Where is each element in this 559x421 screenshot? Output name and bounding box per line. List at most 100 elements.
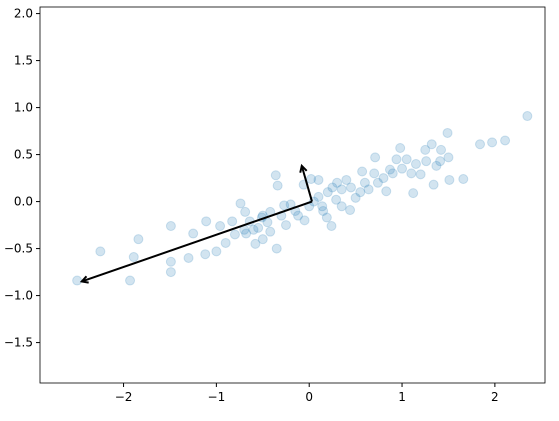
point <box>378 173 389 184</box>
point <box>200 249 211 260</box>
point <box>240 206 251 217</box>
point <box>227 216 238 227</box>
point <box>372 177 383 188</box>
point <box>442 127 453 138</box>
point <box>458 174 469 185</box>
point <box>401 154 412 165</box>
point <box>215 221 226 232</box>
point <box>359 177 370 188</box>
point <box>241 228 252 239</box>
point <box>363 184 374 195</box>
point <box>406 168 417 179</box>
y-tick-label: −0.5 <box>4 242 33 256</box>
plot-frame <box>39 6 546 384</box>
point <box>272 180 283 191</box>
point <box>336 184 347 195</box>
arrow <box>299 163 313 202</box>
point <box>229 229 240 240</box>
point <box>313 191 324 202</box>
point <box>436 144 447 155</box>
y-tick-label: 1.0 <box>14 101 33 115</box>
arrow <box>79 200 313 284</box>
point <box>327 182 338 193</box>
point <box>369 168 380 179</box>
y-tick-label: 0.0 <box>14 195 33 209</box>
point <box>487 137 498 148</box>
point <box>391 154 402 165</box>
point <box>299 215 310 226</box>
point <box>133 234 144 245</box>
point <box>420 144 431 155</box>
point <box>318 205 329 216</box>
arrow-shaft <box>300 165 313 202</box>
point <box>188 228 199 239</box>
point <box>332 177 343 188</box>
point <box>345 182 356 193</box>
point <box>317 201 328 212</box>
point <box>257 234 268 245</box>
x-tick-label: −1 <box>208 390 226 404</box>
point <box>270 170 281 181</box>
point <box>443 152 454 163</box>
point <box>431 160 442 171</box>
point <box>341 174 352 185</box>
point <box>271 243 282 254</box>
x-tick-label: −2 <box>115 390 133 404</box>
arrow-head <box>79 275 89 284</box>
point <box>248 224 259 235</box>
point <box>345 205 356 216</box>
point <box>428 179 439 190</box>
point <box>165 267 176 278</box>
y-tick-label: 2.0 <box>14 7 33 21</box>
arrow-head <box>299 163 308 173</box>
point <box>331 194 342 205</box>
point <box>165 256 176 267</box>
point <box>322 187 333 198</box>
point <box>395 143 406 153</box>
point <box>387 168 398 179</box>
point <box>370 152 381 163</box>
point <box>522 111 533 122</box>
point <box>350 192 361 203</box>
y-tick-label: −1.0 <box>4 289 33 303</box>
point <box>426 139 437 150</box>
point <box>313 174 324 185</box>
point <box>357 166 368 177</box>
point <box>321 212 332 223</box>
point <box>220 237 231 248</box>
point <box>265 226 276 237</box>
point <box>253 222 264 233</box>
point <box>281 220 292 231</box>
point <box>500 135 511 146</box>
point <box>397 163 408 174</box>
y-tick-label: 0.5 <box>14 148 33 162</box>
point <box>384 164 395 175</box>
point <box>279 200 290 211</box>
point <box>336 201 347 212</box>
point <box>444 174 455 185</box>
x-tick-label: 2 <box>491 390 499 404</box>
point <box>326 221 337 232</box>
x-tick-label: 0 <box>305 390 313 404</box>
point <box>72 275 83 286</box>
x-tick-label: 1 <box>398 390 406 404</box>
arrow-shaft <box>81 200 313 283</box>
point <box>421 156 432 167</box>
point <box>201 216 212 227</box>
point <box>410 158 421 169</box>
point <box>355 187 366 198</box>
point <box>475 139 486 150</box>
point <box>211 246 222 257</box>
point <box>293 210 304 221</box>
point <box>250 238 261 249</box>
point <box>235 198 246 209</box>
point <box>408 188 419 199</box>
point <box>95 246 106 257</box>
y-tick-label: 1.5 <box>14 54 33 68</box>
point <box>165 221 176 232</box>
point <box>125 275 136 286</box>
point <box>381 186 392 197</box>
point <box>415 169 426 180</box>
point <box>435 156 446 167</box>
